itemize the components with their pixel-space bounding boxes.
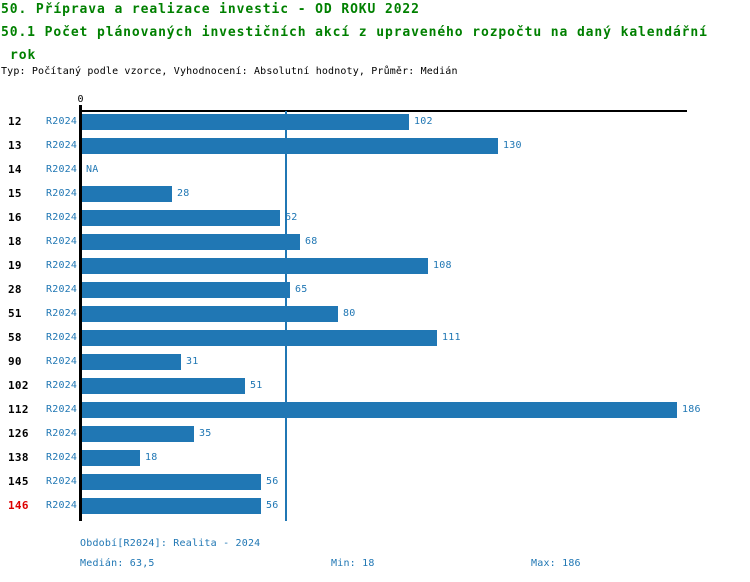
row-series-label: R2024	[46, 236, 78, 247]
bar	[82, 402, 677, 418]
bar-value-label: 102	[414, 116, 433, 127]
row-series-label: R2024	[46, 260, 78, 271]
x-axis-tick	[79, 105, 82, 111]
row-series-label: R2024	[46, 188, 78, 199]
bar-value-label: 68	[305, 236, 318, 247]
row-category-label: 90	[8, 355, 22, 368]
bar-value-label: 62	[285, 212, 298, 223]
row-series-label: R2024	[46, 140, 78, 151]
bar	[82, 330, 437, 346]
x-axis-line	[80, 110, 687, 112]
bar-value-label: 108	[433, 260, 452, 271]
bar-value-label: 18	[145, 452, 158, 463]
chart-row: 12 R2024 102	[0, 114, 750, 130]
row-category-label: 28	[8, 283, 22, 296]
bar	[82, 354, 181, 370]
chart-row: 15 R2024 28	[0, 186, 750, 202]
bar	[82, 186, 172, 202]
chart-row: 16 R2024 62	[0, 210, 750, 226]
bar	[82, 474, 261, 490]
bar-value-label: 65	[295, 284, 308, 295]
chart-row: 13 R2024 130	[0, 138, 750, 154]
chart-subtitle: Typ: Počítaný podle vzorce, Vyhodnocení:…	[1, 66, 458, 77]
bar-value-label: 35	[199, 428, 212, 439]
bar	[82, 306, 338, 322]
bar	[82, 234, 300, 250]
row-category-label: 58	[8, 331, 22, 344]
bar-value-label: 51	[250, 380, 263, 391]
chart-row: 18 R2024 68	[0, 234, 750, 250]
bar-value-label: 56	[266, 500, 279, 511]
row-category-label: 51	[8, 307, 22, 320]
row-series-label: R2024	[46, 476, 78, 487]
row-category-label: 13	[8, 139, 22, 152]
bar-value-label: 111	[442, 332, 461, 343]
chart-row: 58 R2024 111	[0, 330, 750, 346]
min-stat: Min: 18	[331, 558, 375, 569]
chart-row: 102 R2024 51	[0, 378, 750, 394]
report-title: 50. Příprava a realizace investic - OD R…	[1, 2, 420, 17]
row-series-label: R2024	[46, 212, 78, 223]
bar	[82, 498, 261, 514]
row-series-label: R2024	[46, 380, 78, 391]
chart-row: 19 R2024 108	[0, 258, 750, 274]
period-label: Období[R2024]: Realita - 2024	[80, 538, 261, 549]
row-category-label: 12	[8, 115, 22, 128]
median-stat: Medián: 63,5	[80, 558, 155, 569]
chart-row: 14 R2024 NA	[0, 162, 750, 178]
na-label: NA	[86, 164, 99, 175]
bar	[82, 258, 428, 274]
chart-row: 145 R2024 56	[0, 474, 750, 490]
row-category-label: 145	[8, 475, 29, 488]
chart-row: 28 R2024 65	[0, 282, 750, 298]
bar	[82, 282, 290, 298]
row-category-label: 102	[8, 379, 29, 392]
bar	[82, 450, 140, 466]
row-category-label: 15	[8, 187, 22, 200]
bar-value-label: 186	[682, 404, 701, 415]
row-series-label: R2024	[46, 332, 78, 343]
bar	[82, 210, 280, 226]
row-series-label: R2024	[46, 500, 78, 511]
row-category-label: 18	[8, 235, 22, 248]
chart-row: 126 R2024 35	[0, 426, 750, 442]
bar	[82, 426, 194, 442]
row-series-label: R2024	[46, 116, 78, 127]
row-series-label: R2024	[46, 284, 78, 295]
bar-value-label: 130	[503, 140, 522, 151]
chart-row: 112 R2024 186	[0, 402, 750, 418]
row-series-label: R2024	[46, 308, 78, 319]
row-series-label: R2024	[46, 452, 78, 463]
row-category-label: 126	[8, 427, 29, 440]
bar-value-label: 28	[177, 188, 190, 199]
y-axis-line	[79, 110, 82, 521]
indicator-title-line1: 50.1 Počet plánovaných investičních akcí…	[1, 25, 708, 40]
row-series-label: R2024	[46, 164, 78, 175]
indicator-title-line2: rok	[10, 48, 37, 63]
row-series-label: R2024	[46, 356, 78, 367]
bar-value-label: 56	[266, 476, 279, 487]
bar	[82, 138, 498, 154]
row-series-label: R2024	[46, 404, 78, 415]
row-category-label: 112	[8, 403, 29, 416]
row-series-label: R2024	[46, 428, 78, 439]
chart-row: 90 R2024 31	[0, 354, 750, 370]
chart-row: 51 R2024 80	[0, 306, 750, 322]
row-category-label: 138	[8, 451, 29, 464]
chart-row: 146 R2024 56	[0, 498, 750, 514]
x-axis-zero-label: 0	[77, 94, 84, 105]
chart-row: 138 R2024 18	[0, 450, 750, 466]
row-category-label: 14	[8, 163, 22, 176]
row-category-label: 19	[8, 259, 22, 272]
row-category-label: 146	[8, 499, 29, 512]
bar-value-label: 80	[343, 308, 356, 319]
bar-value-label: 31	[186, 356, 199, 367]
bar	[82, 378, 245, 394]
row-category-label: 16	[8, 211, 22, 224]
bar	[82, 114, 409, 130]
max-stat: Max: 186	[531, 558, 581, 569]
